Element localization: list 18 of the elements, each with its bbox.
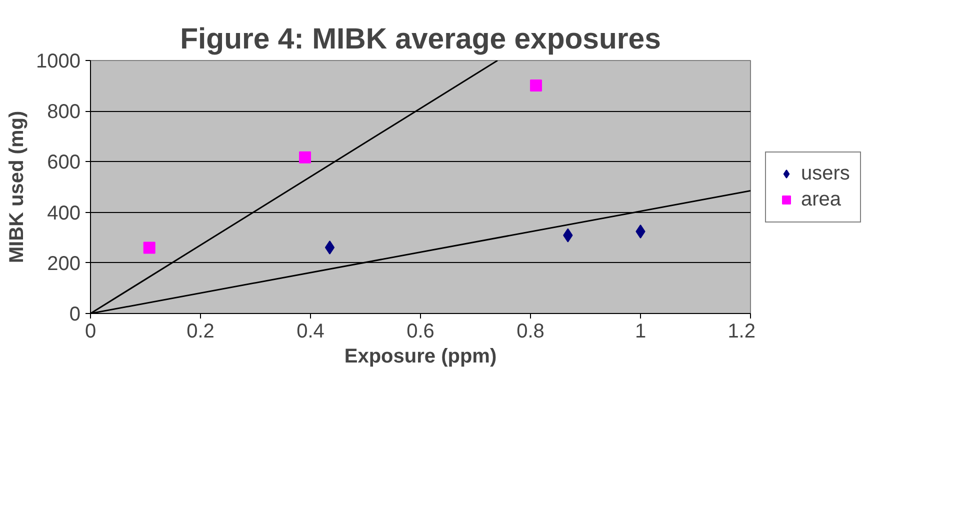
y-tick-label: 600 [47,152,81,174]
x-tick-label: 1 [634,320,646,342]
y-tick-label: 400 [47,202,81,224]
x-tick-label: 0.4 [296,320,324,342]
x-tick-label: 0.8 [516,320,544,342]
x-tick-label: 1.2 [728,320,756,342]
legend-label: area [801,188,842,211]
y-tick-label: 200 [47,252,81,275]
chart-title: Figure 4: MIBK average exposures [180,22,661,56]
y-tick-label: 1000 [36,50,81,72]
x-axis-title: Exposure (ppm) [344,346,497,368]
x-tick-label: 0 [84,320,96,342]
legend-label: users [801,162,850,185]
y-axis-title: MIBK used (mg) [6,110,28,264]
y-tick-label: 800 [47,101,81,124]
x-tick-label: 0.2 [186,320,214,342]
x-tick-label: 0.6 [406,320,434,342]
y-tick-label: 0 [69,304,80,326]
